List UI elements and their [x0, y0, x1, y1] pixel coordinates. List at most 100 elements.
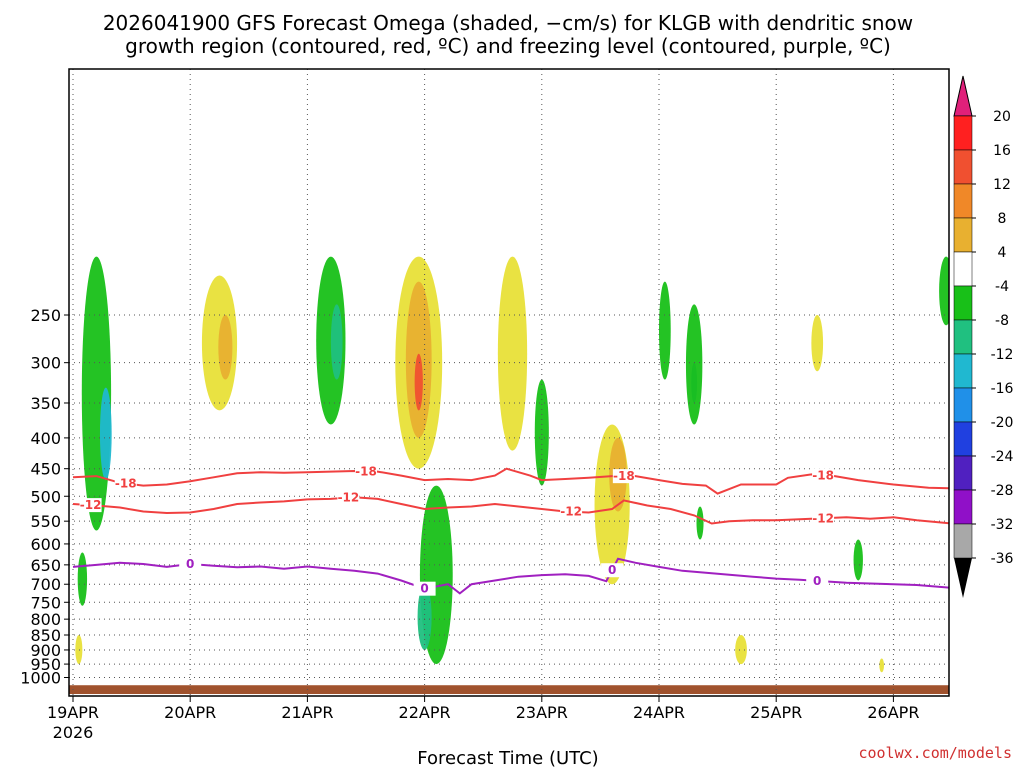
contour-label-bg — [601, 563, 624, 578]
omega-shade-region-15 — [659, 281, 671, 380]
colorbar-label: 8 — [998, 211, 1007, 227]
contour-label-bg — [612, 469, 635, 484]
terrain-band — [69, 685, 949, 694]
colorbar-swatch — [953, 387, 973, 423]
colorbar-label: -12 — [991, 347, 1014, 363]
omega-shade-region-23 — [939, 256, 949, 326]
y-tick-label: 650 — [30, 556, 61, 575]
contour-label-0: 0 — [186, 557, 194, 571]
chart-title-line-1: 2026041900 GFS Forecast Omega (shaded, −… — [103, 11, 913, 35]
plot-frame — [68, 68, 950, 697]
y-tick-label: 550 — [30, 512, 61, 531]
contour-label-bg — [560, 504, 583, 519]
omega-shade-region-12 — [534, 379, 549, 486]
y-tick-label: 450 — [30, 460, 61, 479]
colorbar-swatch — [953, 421, 973, 457]
omega-shade-region-17 — [685, 304, 703, 425]
x-tick-label: 20APR — [164, 703, 216, 722]
omega-shade-region-3 — [218, 315, 233, 380]
x-tick-label: 19APR — [47, 703, 99, 722]
colorbar-swatch — [953, 455, 973, 491]
contour-label--18: -18 — [613, 469, 635, 483]
contour-label-bg — [337, 490, 360, 505]
contour-label-bg — [812, 468, 835, 483]
omega-shade-region-4 — [316, 256, 346, 425]
colorbar-label: -16 — [991, 381, 1014, 397]
x-tick-label: 21APR — [281, 703, 333, 722]
omega-shade-region-25 — [77, 552, 88, 606]
contour-line-0 — [72, 557, 949, 595]
y-tick-label: 500 — [30, 487, 61, 506]
colorbar-label: 4 — [998, 245, 1007, 261]
y-tick-label: 350 — [30, 394, 61, 413]
colorbar-label: -36 — [991, 551, 1014, 567]
omega-shade-region-22 — [879, 658, 885, 673]
omega-shade-region-5 — [330, 304, 343, 380]
contour-label-0: 0 — [608, 563, 616, 577]
contour-label--12: -12 — [80, 498, 102, 512]
omega-shade-region-20 — [853, 539, 863, 581]
omega-shade-region-1 — [99, 387, 112, 481]
y-tick-label: 800 — [30, 610, 61, 629]
x-tick-sublabel: 2026 — [53, 723, 94, 742]
contour-label-bg — [413, 581, 436, 596]
x-tick-label: 24APR — [633, 703, 685, 722]
omega-shade-region-10 — [417, 584, 432, 650]
colorbar-label: -28 — [991, 483, 1014, 499]
contour-label-bg — [806, 573, 829, 588]
contour-label-bg — [355, 464, 377, 479]
y-tick-label: 1000 — [20, 669, 61, 688]
contour-label-bg — [179, 557, 202, 572]
colorbar-label: -32 — [991, 517, 1014, 533]
colorbar-swatch — [953, 217, 973, 253]
omega-shade-region-19 — [735, 635, 747, 665]
colorbar-swatch — [953, 353, 973, 389]
colorbar-label: 12 — [993, 177, 1011, 193]
colorbar-swatch — [953, 489, 973, 525]
colorbar-swatch — [953, 285, 973, 321]
colorbar-label: 16 — [993, 143, 1011, 159]
colorbar-swatch — [953, 183, 973, 219]
x-tick-label: 25APR — [750, 703, 802, 722]
colorbar-bottom-arrow — [954, 558, 972, 598]
y-tick-label: 400 — [30, 429, 61, 448]
y-tick-label: 850 — [30, 626, 61, 645]
x-tick-label: 22APR — [399, 703, 451, 722]
y-tick-label: 700 — [30, 575, 61, 594]
contour-line--12 — [72, 496, 949, 525]
x-tick-label: 26APR — [867, 703, 919, 722]
omega-shade-region-24 — [75, 635, 83, 665]
y-tick-label: 600 — [30, 535, 61, 554]
omega-shade-region-11 — [497, 256, 528, 451]
chart-title-line-2: growth region (contoured, red, ºC) and f… — [125, 34, 891, 58]
colorbar-swatch — [953, 115, 973, 151]
colorbar-swatch — [953, 319, 973, 355]
x-axis-label: Forecast Time (UTC) — [417, 748, 598, 768]
contour-label--18: -18 — [812, 468, 834, 482]
contour-line--18 — [72, 467, 949, 495]
colorbar: 20 16 12 8 4 -4 -8 -12 -16 -20 -24 -28 -32 -36 — [953, 75, 1014, 598]
contour-label-bg — [114, 476, 137, 491]
y-tick-label: 250 — [30, 306, 61, 325]
colorbar-label: -4 — [995, 279, 1009, 295]
credit-text: coolwx.com/models — [858, 744, 1012, 762]
contour-label--12: -12 — [560, 505, 582, 519]
colorbar-swatch — [953, 149, 973, 185]
colorbar-label: 20 — [993, 109, 1011, 125]
contour-label--18: -18 — [355, 464, 377, 478]
y-tick-label: 750 — [30, 593, 61, 612]
contour-label-bg — [812, 511, 835, 526]
contour-label-0: 0 — [420, 582, 428, 596]
y-tick-label: 300 — [30, 354, 61, 373]
plot-inner: -18 -18 -18 -18 -12 -12 -12 -12 0 0 0 0 — [69, 69, 949, 696]
y-tick-label: 900 — [30, 641, 61, 660]
omega-shade-region-8 — [414, 353, 423, 411]
contour-label--12: -12 — [338, 491, 360, 505]
omega-shade-region-18 — [696, 506, 704, 540]
colorbar-swatch — [953, 523, 973, 559]
contour-label--18: -18 — [115, 477, 137, 491]
y-tick-label: 950 — [30, 655, 61, 674]
contour-label-0: 0 — [813, 574, 821, 588]
colorbar-swatch — [953, 251, 973, 287]
